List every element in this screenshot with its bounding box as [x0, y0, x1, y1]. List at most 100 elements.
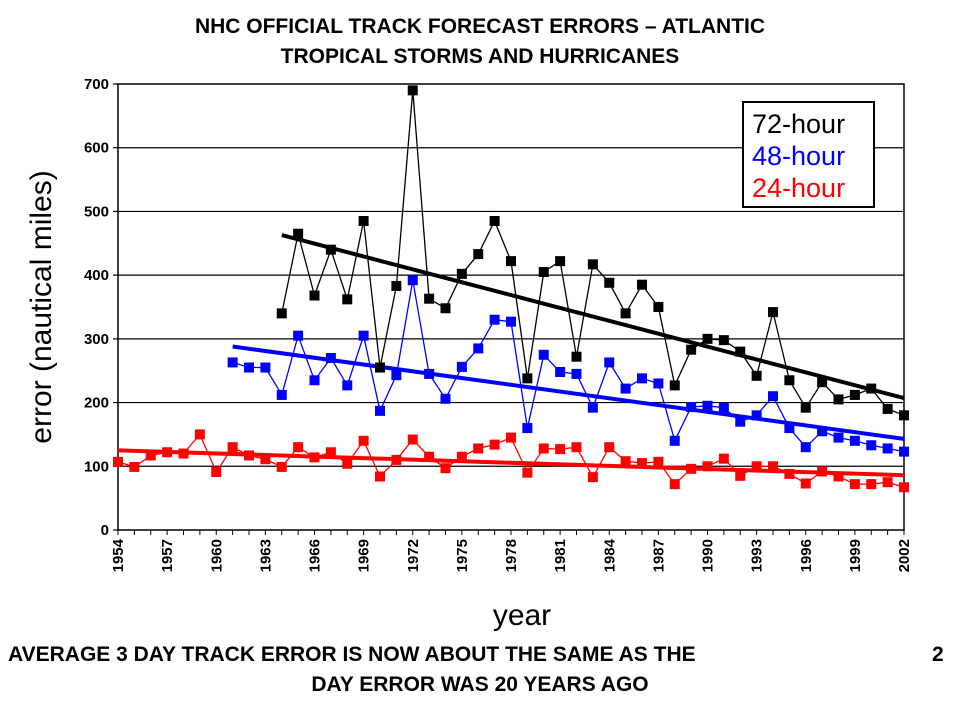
point-72-hour-1971: [391, 280, 402, 291]
chart-title: NHC OFFICIAL TRACK FORECAST ERRORS – ATL…: [0, 12, 960, 72]
point-48-hour-1973: [424, 368, 435, 379]
x-axis-label: year: [493, 599, 551, 632]
point-24-hour-1971: [391, 454, 402, 465]
point-24-hour-1988: [669, 479, 680, 490]
point-48-hour-1961: [227, 357, 238, 368]
point-48-hour-1975: [456, 361, 467, 372]
point-72-hour-1982: [571, 351, 582, 362]
y-tick-label-0: 0: [101, 522, 109, 539]
legend-label-72-hour: 72-hour: [752, 109, 845, 139]
point-24-hour-1979: [522, 467, 533, 478]
legend-box: [742, 101, 875, 208]
point-48-hour-1985: [620, 383, 631, 394]
point-48-hour-2000: [866, 440, 877, 451]
x-tick-label-1957: 1957: [159, 539, 176, 572]
point-48-hour-2002: [899, 446, 909, 457]
point-24-hour-1965: [293, 442, 304, 453]
point-72-hour-2000: [866, 383, 877, 394]
point-24-hour-1958: [178, 448, 189, 459]
point-24-hour-1998: [833, 471, 844, 482]
point-72-hour-1981: [555, 256, 566, 267]
caption-line-1: AVERAGE 3 DAY TRACK ERROR IS NOW ABOUT T…: [8, 643, 696, 666]
point-48-hour-1970: [375, 405, 385, 416]
x-tick-label-1978: 1978: [503, 539, 520, 572]
y-tick-label-200: 200: [84, 395, 109, 412]
point-24-hour-1964: [276, 461, 287, 472]
y-tick-label-300: 300: [84, 331, 109, 348]
point-72-hour-1996: [800, 402, 811, 413]
point-24-hour-1997: [817, 466, 828, 477]
point-72-hour-1970: [375, 362, 385, 373]
point-24-hour-1969: [358, 435, 369, 446]
point-48-hour-1997: [817, 426, 828, 437]
point-24-hour-1970: [375, 471, 385, 482]
point-24-hour-1957: [162, 447, 173, 458]
point-72-hour-1984: [604, 277, 615, 288]
x-tick-label-1954: 1954: [110, 538, 127, 572]
point-48-hour-1995: [784, 423, 795, 434]
x-tick-label-1963: 1963: [257, 539, 274, 572]
point-72-hour-2002: [899, 410, 909, 421]
x-tick-label-1984: 1984: [601, 538, 618, 572]
point-24-hour-1968: [342, 458, 353, 469]
point-48-hour-1971: [391, 370, 402, 381]
point-24-hour-1981: [555, 444, 566, 455]
point-48-hour-1996: [800, 442, 811, 453]
x-tick-label-1981: 1981: [552, 539, 569, 572]
point-24-hour-1977: [489, 439, 500, 450]
x-tick-label-1969: 1969: [356, 539, 373, 572]
point-48-hour-1967: [325, 352, 336, 363]
legend-label-24-hour: 24-hour: [752, 173, 845, 203]
point-72-hour-1990: [702, 333, 713, 344]
point-72-hour-1969: [358, 215, 369, 226]
chart-canvas: 0 100 200 300 400 500 600 700 1954 1957 1960 1963 1…: [25, 76, 913, 632]
point-48-hour-1980: [538, 349, 549, 360]
x-tick-label-1975: 1975: [454, 539, 471, 572]
point-24-hour-1967: [325, 447, 336, 458]
point-72-hour-1978: [506, 256, 516, 267]
trend-line-72-hour: [281, 233, 905, 401]
point-24-hour-1956: [145, 450, 156, 461]
point-48-hour-1992: [735, 416, 746, 427]
point-48-hour-1984: [604, 357, 615, 368]
point-24-hour-1980: [538, 443, 549, 454]
point-72-hour-1986: [637, 279, 647, 290]
point-48-hour-1962: [244, 362, 254, 373]
x-tick-label-1966: 1966: [307, 539, 324, 572]
point-72-hour-1966: [309, 290, 320, 301]
point-48-hour-1989: [686, 402, 697, 413]
point-48-hour-1998: [833, 432, 844, 443]
point-48-hour-1990: [702, 400, 713, 411]
point-48-hour-1994: [768, 391, 778, 402]
point-24-hour-1994: [768, 461, 778, 472]
point-48-hour-1965: [293, 330, 304, 341]
point-72-hour-1994: [768, 307, 778, 318]
point-48-hour-1966: [309, 375, 320, 386]
point-72-hour-1967: [325, 244, 336, 255]
point-48-hour-1963: [260, 362, 271, 373]
point-24-hour-1959: [194, 429, 205, 440]
point-48-hour-1968: [342, 380, 353, 391]
point-72-hour-1972: [407, 85, 418, 96]
point-72-hour-1974: [440, 303, 451, 314]
point-48-hour-1976: [473, 343, 484, 354]
point-72-hour-1980: [538, 266, 549, 277]
point-72-hour-1964: [276, 308, 287, 319]
caption-number: 2: [932, 643, 944, 666]
point-24-hour-1990: [702, 461, 713, 472]
y-tick-label-700: 700: [84, 76, 109, 93]
point-48-hour-1964: [276, 389, 287, 400]
point-24-hour-1960: [211, 467, 222, 478]
point-24-hour-1954: [113, 456, 123, 467]
point-24-hour-1966: [309, 452, 320, 463]
point-24-hour-1999: [849, 479, 860, 490]
point-48-hour-1979: [522, 423, 533, 434]
point-24-hour-1984: [604, 442, 615, 453]
point-48-hour-1987: [653, 378, 664, 389]
point-48-hour-1982: [571, 368, 582, 379]
x-tick-label-1993: 1993: [749, 539, 766, 572]
point-72-hour-1989: [686, 344, 697, 355]
point-24-hour-1974: [440, 463, 451, 474]
point-24-hour-1995: [784, 468, 795, 479]
legend: 72-hour 48-hour 24-hour: [742, 101, 875, 208]
